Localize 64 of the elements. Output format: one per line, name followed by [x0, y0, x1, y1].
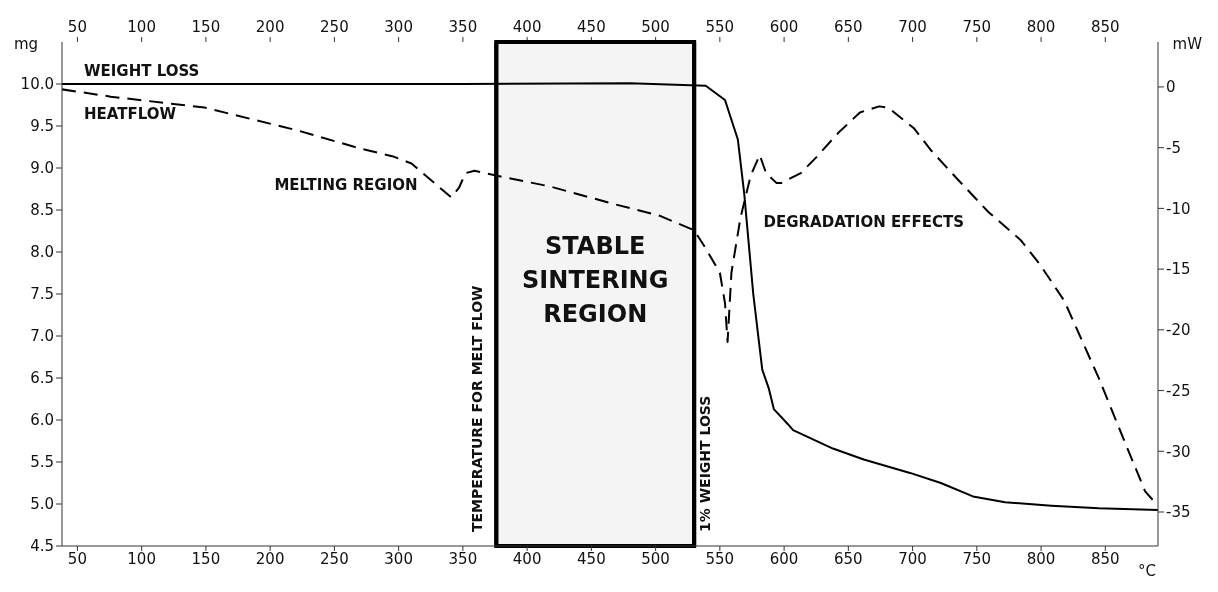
y-tick-label: 6.0 [30, 411, 54, 430]
x2-tick-label: 750 [962, 18, 992, 36]
y-tick-label: 8.0 [30, 243, 54, 262]
y-tick-label: 7.5 [30, 285, 54, 304]
x2-tick-label: 400 [512, 18, 542, 36]
x2-tick-label: 450 [577, 18, 606, 36]
y-tick-label: 9.5 [30, 117, 54, 136]
x-tick-label: 800 [1026, 549, 1056, 568]
x2-tick-label: 50 [67, 18, 87, 36]
x2-tick-label: 800 [1026, 18, 1056, 36]
x2-tick-label: 550 [705, 18, 735, 36]
x-tick-label: 350 [448, 549, 478, 568]
series-label: HEATFLOW [84, 105, 177, 124]
x-tick-label: 150 [191, 549, 221, 568]
band-label: STABLE SINTERING REGION [522, 231, 669, 328]
y2-tick-label: -15 [1166, 260, 1191, 279]
y2-tick-label: -10 [1166, 199, 1191, 218]
x-tick-label: 650 [834, 549, 863, 568]
y-tick-label: 8.5 [30, 201, 54, 220]
x-tick-label: 300 [384, 549, 413, 568]
x2-tick-label: 650 [834, 18, 863, 36]
x2-tick-label: 100 [127, 18, 156, 36]
x2-tick-label: 200 [255, 18, 285, 36]
y2-axis-title: mW [1172, 34, 1203, 53]
x-tick-label: 750 [962, 549, 992, 568]
y2-tick-label: -35 [1166, 503, 1191, 522]
x-axis-title: °C [1138, 562, 1156, 580]
x2-tick-label: 600 [769, 18, 799, 36]
series-label: WEIGHT LOSS [84, 62, 200, 80]
y-axis-title: mg [14, 34, 39, 53]
x-tick-label: 200 [255, 549, 285, 568]
x2-tick-label: 850 [1091, 18, 1120, 36]
x2-tick-label: 500 [641, 18, 670, 36]
y2-tick-label: -30 [1166, 442, 1191, 461]
x-tick-label: 850 [1091, 549, 1120, 568]
x2-tick-label: 250 [320, 18, 349, 36]
x-tick-label: 100 [127, 549, 156, 568]
y2-tick-label: -20 [1166, 321, 1191, 340]
y-tick-label: 6.5 [30, 369, 54, 388]
y2-tick-label: -25 [1166, 381, 1191, 400]
x-tick-label: 550 [705, 549, 735, 568]
ref-line-label: 1% WEIGHT LOSS [697, 395, 714, 532]
y-tick-label: 9.0 [30, 159, 54, 178]
annotation: DEGRADATION EFFECTS [763, 213, 964, 232]
x-tick-label: 500 [641, 549, 670, 568]
y-tick-label: 7.0 [30, 327, 54, 346]
y-tick-label: 4.5 [30, 537, 54, 556]
x-tick-label: 250 [320, 549, 349, 568]
x-tick-label: 700 [898, 549, 927, 568]
x-tick-label: 450 [577, 549, 606, 568]
y2-tick-label: -5 [1166, 138, 1181, 157]
y-tick-label: 10.0 [20, 75, 54, 94]
x2-tick-label: 300 [384, 18, 413, 36]
x2-tick-label: 350 [448, 18, 478, 36]
x-tick-label: 50 [67, 549, 87, 568]
x-tick-label: 400 [512, 549, 542, 568]
x-tick-label: 600 [769, 549, 799, 568]
annotation: MELTING REGION [274, 176, 418, 195]
y2-tick-label: 0 [1166, 78, 1176, 97]
x2-tick-label: 150 [191, 18, 221, 36]
x2-tick-label: 700 [898, 18, 927, 36]
y-tick-label: 5.5 [30, 453, 54, 472]
ref-line-label: TEMPERATURE FOR MELT FLOW [469, 285, 486, 532]
y-tick-label: 5.0 [30, 495, 54, 514]
